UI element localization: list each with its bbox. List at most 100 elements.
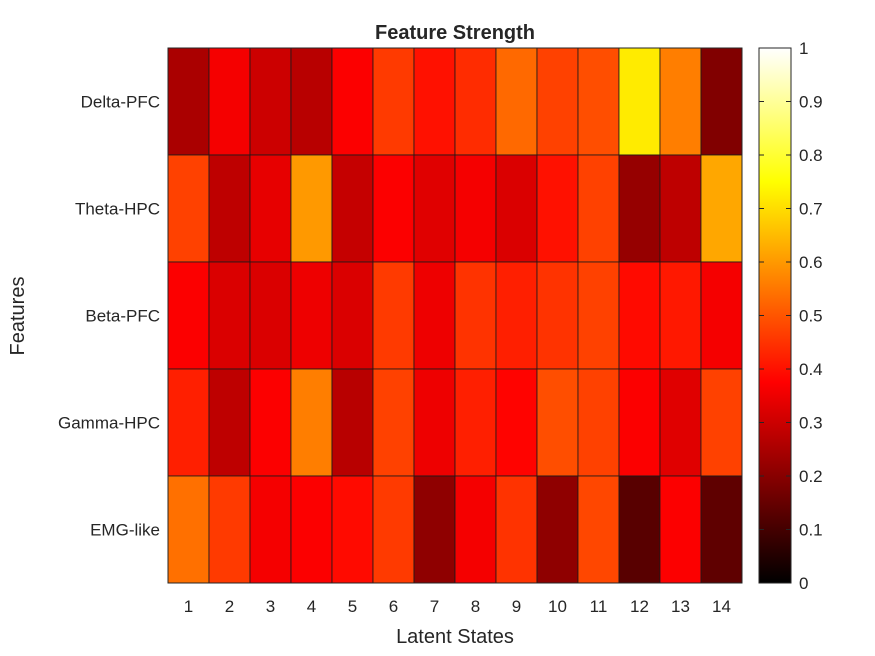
chart-title: Feature Strength (375, 22, 535, 44)
heatmap-cell (413, 154, 456, 263)
y-tick-label: Beta-PFC (85, 307, 160, 326)
heatmap-cell (413, 475, 456, 584)
heatmap-cell (290, 154, 333, 263)
heatmap-cell (331, 475, 374, 584)
heatmap-cell (536, 47, 579, 156)
x-tick-label: 12 (630, 597, 649, 616)
heatmap-cell (659, 47, 702, 156)
heatmap-cell (208, 154, 251, 263)
heatmap-cell (454, 154, 497, 263)
heatmap-cell (208, 47, 251, 156)
heatmap-cell (290, 475, 333, 584)
y-tick-label: Gamma-HPC (58, 414, 160, 433)
heatmap-cell (249, 261, 292, 370)
colorbar-tick-label: 0 (799, 574, 808, 593)
colorbar-gradient (758, 47, 792, 584)
x-tick-labels: 1 2 3 4 5 6 7 8 9 10 11 12 13 14 (184, 597, 731, 616)
y-axis-label: Features (7, 277, 29, 356)
x-tick-label: 11 (590, 597, 608, 616)
heatmap-cell (495, 47, 538, 156)
heatmap-cell (413, 368, 456, 477)
heatmap-cell (495, 261, 538, 370)
y-tick-label: EMG-like (90, 521, 160, 540)
x-tick-label: 13 (671, 597, 690, 616)
heatmap-cell (700, 475, 743, 584)
x-tick-label: 2 (225, 597, 234, 616)
x-tick-label: 9 (512, 597, 521, 616)
heatmap-cell (659, 154, 702, 263)
heatmap-cell (249, 47, 292, 156)
heatmap-cell (331, 368, 374, 477)
heatmap-cell (331, 154, 374, 263)
x-tick-label: 10 (548, 597, 567, 616)
colorbar-tick-label: 0.1 (799, 521, 823, 540)
heatmap-cell (659, 368, 702, 477)
heatmap-cell (618, 47, 661, 156)
x-tick-label: 14 (712, 597, 731, 616)
heatmap-cell (413, 47, 456, 156)
heatmap-cell (208, 368, 251, 477)
heatmap-cell (454, 261, 497, 370)
colorbar-tick-label: 0.2 (799, 467, 823, 486)
heatmap-cell (331, 261, 374, 370)
heatmap-cell (700, 154, 743, 263)
heatmap-cell (249, 475, 292, 584)
heatmap-cell (372, 47, 415, 156)
heatmap-cell (577, 368, 620, 477)
heatmap-cell (290, 368, 333, 477)
heatmap-cell (659, 261, 702, 370)
heatmap-cell (454, 368, 497, 477)
x-tick-label: 6 (389, 597, 398, 616)
plot-frame (167, 47, 743, 584)
colorbar-tick-label: 0.9 (799, 93, 823, 112)
heatmap-cell (290, 261, 333, 370)
heatmap-cell (331, 47, 374, 156)
heatmap-cell (208, 261, 251, 370)
x-tick-label: 1 (184, 597, 193, 616)
heatmap-cell (495, 475, 538, 584)
colorbar-ticks: 0 0.1 0.2 0.3 0.4 0.5 0.6 0.7 0.8 0.9 1 (759, 39, 823, 593)
heatmap-cell (167, 368, 210, 477)
heatmap-cell (372, 368, 415, 477)
heatmap-cell (700, 261, 743, 370)
colorbar-tick-label: 0.5 (799, 307, 823, 326)
heatmap-cell (167, 475, 210, 584)
heatmap-cell (618, 261, 661, 370)
heatmap-cell (167, 261, 210, 370)
heatmap-cell (536, 154, 579, 263)
heatmap-cell (536, 261, 579, 370)
colorbar: 0 0.1 0.2 0.3 0.4 0.5 0.6 0.7 0.8 0.9 1 (758, 39, 823, 593)
colorbar-tick-label: 0.6 (799, 253, 823, 272)
heatmap-cell (495, 154, 538, 263)
y-tick-label: Theta-HPC (75, 200, 160, 219)
heatmap-cell (536, 368, 579, 477)
heatmap-cell (249, 368, 292, 477)
x-tick-label: 5 (348, 597, 357, 616)
heatmap-cell (700, 368, 743, 477)
heatmap-cell (372, 154, 415, 263)
heatmap-cell (577, 47, 620, 156)
heatmap-cell (413, 261, 456, 370)
x-tick-label: 4 (307, 597, 316, 616)
colorbar-tick-label: 0.8 (799, 146, 823, 165)
colorbar-tick-label: 0.3 (799, 414, 823, 433)
heatmap-cell (372, 475, 415, 584)
heatmap-cell (290, 47, 333, 156)
heatmap-cell (372, 261, 415, 370)
heatmap-cell (618, 368, 661, 477)
y-tick-label: Delta-PFC (81, 93, 160, 112)
x-axis-label: Latent States (396, 626, 514, 648)
heatmap-cell (536, 475, 579, 584)
colorbar-tick-label: 0.7 (799, 200, 823, 219)
heatmap-cell (659, 475, 702, 584)
heatmap-cell (618, 154, 661, 263)
heatmap-cell (495, 368, 538, 477)
heatmap-cell (167, 154, 210, 263)
heatmap-cell (454, 47, 497, 156)
x-tick-label: 3 (266, 597, 275, 616)
colorbar-tick-label: 1 (799, 39, 808, 58)
heatmap-cells (167, 47, 743, 584)
heatmap-cell (167, 47, 210, 156)
heatmap-cell (208, 475, 251, 584)
